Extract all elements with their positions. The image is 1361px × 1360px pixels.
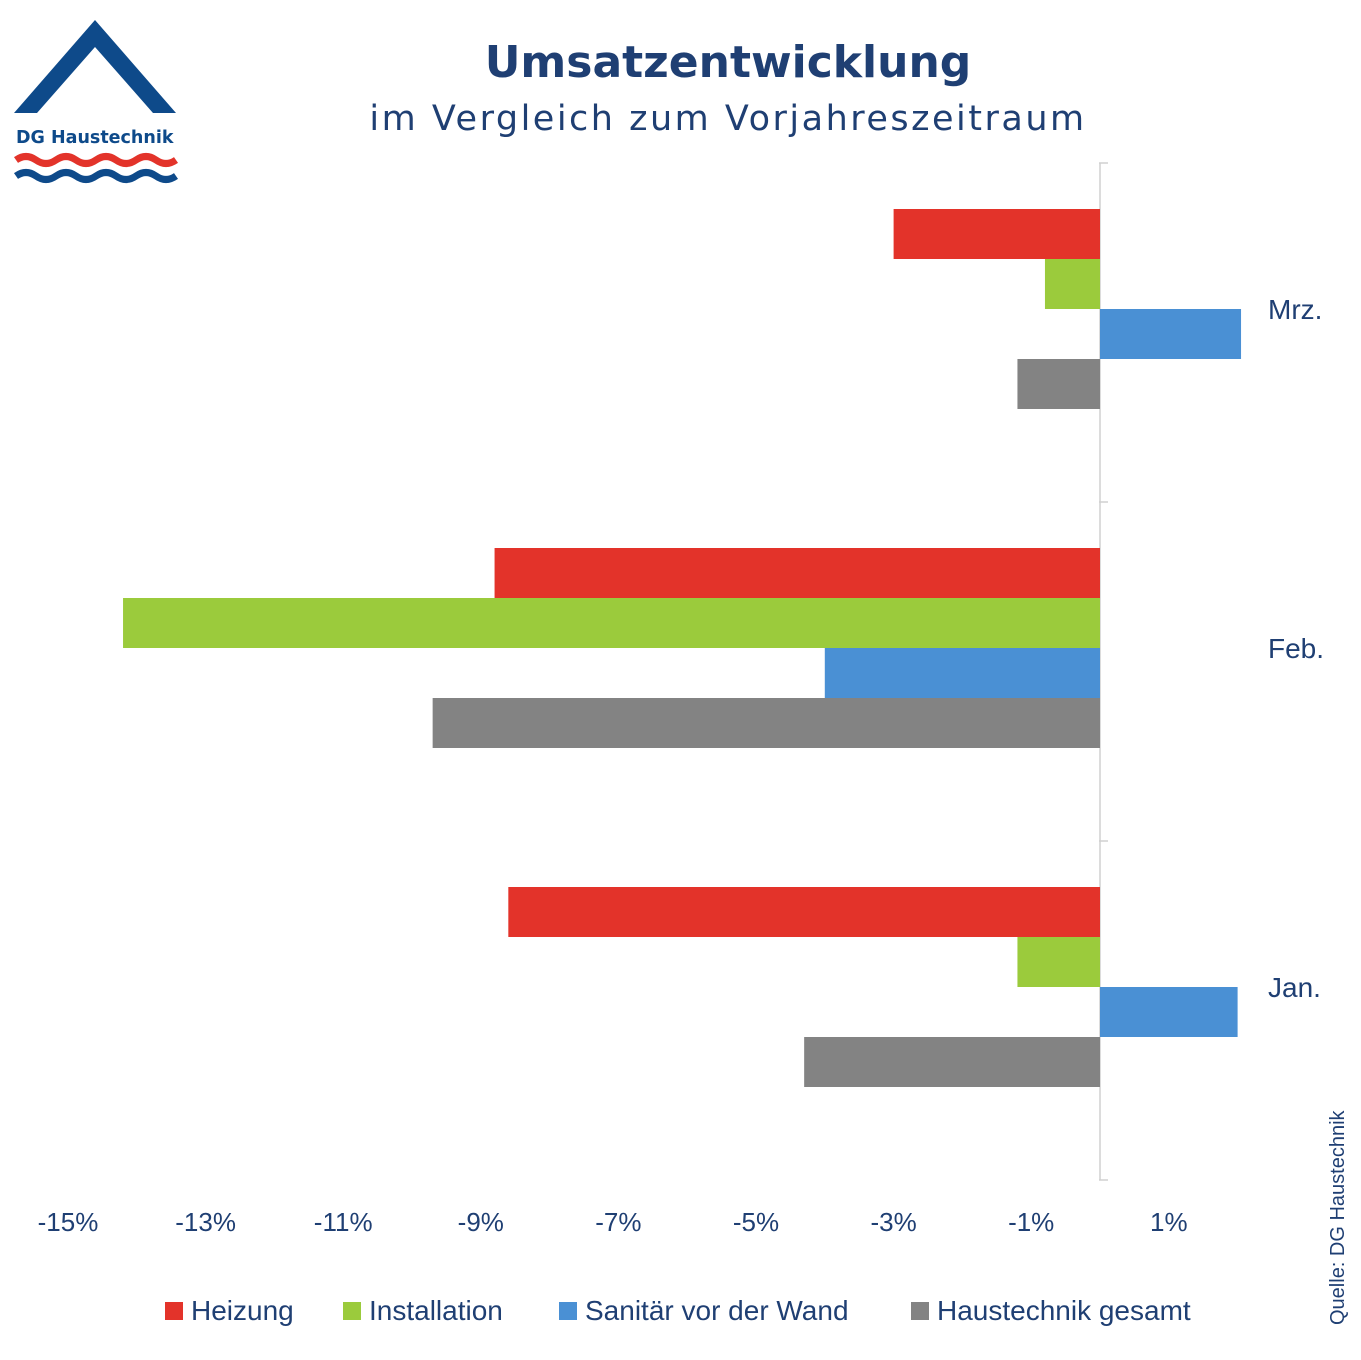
- x-axis-ticks: -15% -13% -11% -9% -7% -5% -3% -1% 1%: [38, 1207, 1188, 1237]
- bar-sanit-r-vor-der-wand-feb: [824, 648, 1100, 698]
- legend: Heizung Installation Sanitär vor der Wand H…: [165, 1295, 1191, 1326]
- x-tick-label: -7%: [595, 1207, 641, 1237]
- x-tick-label: 1%: [1150, 1207, 1188, 1237]
- category-label: Mrz.: [1268, 294, 1322, 325]
- bar-installation-feb: [123, 598, 1101, 648]
- legend-swatch: [165, 1302, 183, 1320]
- bar-heizung-mrz: [893, 209, 1100, 259]
- legend-swatch: [343, 1302, 361, 1320]
- x-tick-label: -5%: [733, 1207, 779, 1237]
- logo-text: DG Haustechnik: [16, 128, 174, 148]
- logo-roof-icon: [14, 20, 176, 113]
- category-labels: Jan. Feb. Mrz.: [1268, 294, 1324, 1003]
- x-tick-label: -3%: [870, 1207, 916, 1237]
- legend-label: Heizung: [191, 1295, 294, 1326]
- bar-haustechnik-gesamt-feb: [432, 698, 1100, 748]
- legend-label: Haustechnik gesamt: [937, 1295, 1191, 1326]
- legend-label: Sanitär vor der Wand: [585, 1295, 849, 1326]
- bar-sanit-r-vor-der-wand-mrz: [1100, 309, 1242, 359]
- bar-haustechnik-gesamt-mrz: [1017, 359, 1100, 409]
- bar-sanit-r-vor-der-wand-jan: [1100, 987, 1238, 1037]
- bar-heizung-jan: [508, 887, 1100, 937]
- legend-label: Installation: [369, 1295, 503, 1326]
- legend-swatch: [911, 1302, 929, 1320]
- bar-heizung-feb: [494, 548, 1100, 598]
- x-tick-label: -11%: [314, 1207, 373, 1237]
- logo: DG Haustechnik: [13, 20, 179, 183]
- bar-installation-mrz: [1044, 259, 1100, 309]
- chart-subtitle: im Vergleich zum Vorjahreszeitraum: [369, 99, 1086, 139]
- logo-wave-red-icon: [13, 153, 179, 167]
- category-label: Feb.: [1268, 633, 1324, 664]
- x-tick-label: -9%: [458, 1207, 504, 1237]
- bar-haustechnik-gesamt-jan: [804, 1037, 1100, 1087]
- chart-title: Umsatzentwicklung: [485, 37, 972, 88]
- source-note: Quelle: DG Haustechnik: [1327, 1109, 1349, 1325]
- x-tick-label: -15%: [38, 1207, 99, 1237]
- bar-installation-jan: [1017, 937, 1100, 987]
- x-tick-label: -1%: [1008, 1207, 1054, 1237]
- logo-wave-blue-icon: [13, 169, 179, 183]
- plot-area: [123, 162, 1242, 1181]
- category-label: Jan.: [1268, 972, 1321, 1003]
- x-tick-label: -13%: [175, 1207, 236, 1237]
- legend-swatch: [559, 1302, 577, 1320]
